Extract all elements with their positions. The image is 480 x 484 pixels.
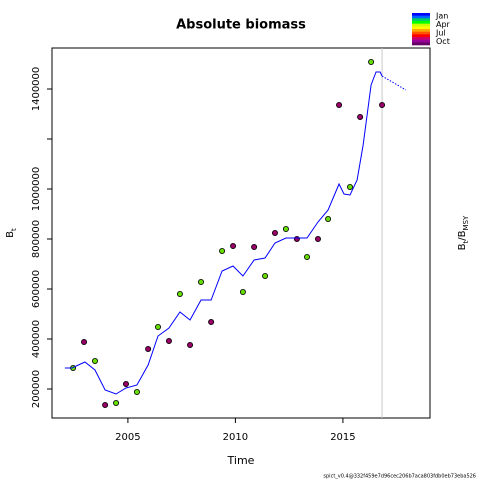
observation-point	[133, 388, 140, 395]
observation-point	[379, 102, 386, 109]
observation-point	[325, 215, 332, 222]
forecast-line	[381, 75, 407, 91]
y2-axis-label: Bt/BMSY	[457, 215, 470, 250]
observation-point	[145, 345, 152, 352]
x-tick-label: 2015	[330, 432, 355, 443]
observation-point	[198, 278, 205, 285]
observation-point	[357, 114, 364, 121]
observation-point	[336, 102, 343, 109]
biomass-line	[64, 71, 383, 395]
legend-label: Apr	[436, 20, 451, 29]
y-tick-label: 1400000	[31, 67, 42, 112]
observation-point	[262, 272, 269, 279]
legend-color	[412, 34, 430, 38]
y-tick-label: 800000	[31, 220, 42, 258]
observation-point	[219, 247, 226, 254]
x-axis-label: Time	[227, 454, 255, 467]
y2-axis-label-part: t	[462, 240, 470, 243]
observation-point	[92, 357, 99, 364]
observation-point	[314, 235, 321, 242]
chart-title: Absolute biomass	[176, 18, 306, 33]
legend-color	[412, 21, 430, 24]
plot-frame	[51, 47, 431, 419]
y2-axis-label-part: MSY	[462, 215, 470, 230]
observation-point	[155, 323, 162, 330]
observation-point	[271, 229, 278, 236]
footer: spict_v0.4@332f459e7d96cec206b7aca803fdb…	[323, 474, 476, 480]
legend-color	[412, 26, 430, 30]
observation-point	[208, 318, 215, 325]
y-axis-label-part: B	[5, 231, 16, 238]
observation-point	[122, 380, 129, 387]
legend-label: Jan	[435, 12, 448, 21]
y2-axis-label-part: B	[457, 243, 468, 250]
observation-point	[187, 341, 194, 348]
y-tick-label: 400000	[31, 320, 42, 358]
observation-point	[282, 225, 289, 232]
x-tick-label: 2005	[115, 432, 140, 443]
observation-point	[347, 183, 354, 190]
observation-point	[304, 253, 311, 260]
y-tick-label: 1000000	[31, 167, 42, 212]
legend-color	[412, 29, 430, 32]
observation-point	[251, 243, 258, 250]
y2-axis-label-part: /B	[457, 230, 468, 240]
observation-point	[239, 288, 246, 295]
y-tick-label: 600000	[31, 270, 42, 308]
observation-point	[368, 59, 375, 66]
y-tick-label: 200000	[31, 370, 42, 408]
legend-color	[412, 23, 430, 27]
observation-point	[165, 337, 172, 344]
y-axis-label-part: t	[10, 228, 18, 231]
legend-color	[412, 13, 430, 16]
observation-point	[230, 242, 237, 249]
legend-color	[412, 39, 430, 43]
observation-point	[102, 401, 109, 408]
legend-color	[412, 42, 430, 46]
observation-point	[113, 399, 120, 406]
legend-color	[412, 37, 430, 40]
legend-label: Oct	[436, 37, 450, 46]
legend-color	[412, 31, 430, 35]
x-tick-label: 2010	[223, 432, 248, 443]
y-axis-label: Bt	[5, 228, 18, 238]
observation-point	[81, 338, 88, 345]
legend-color	[412, 18, 430, 22]
legend-color	[412, 15, 430, 19]
observation-point	[293, 235, 300, 242]
observation-point	[176, 290, 183, 297]
legend-label: Jul	[435, 29, 446, 38]
